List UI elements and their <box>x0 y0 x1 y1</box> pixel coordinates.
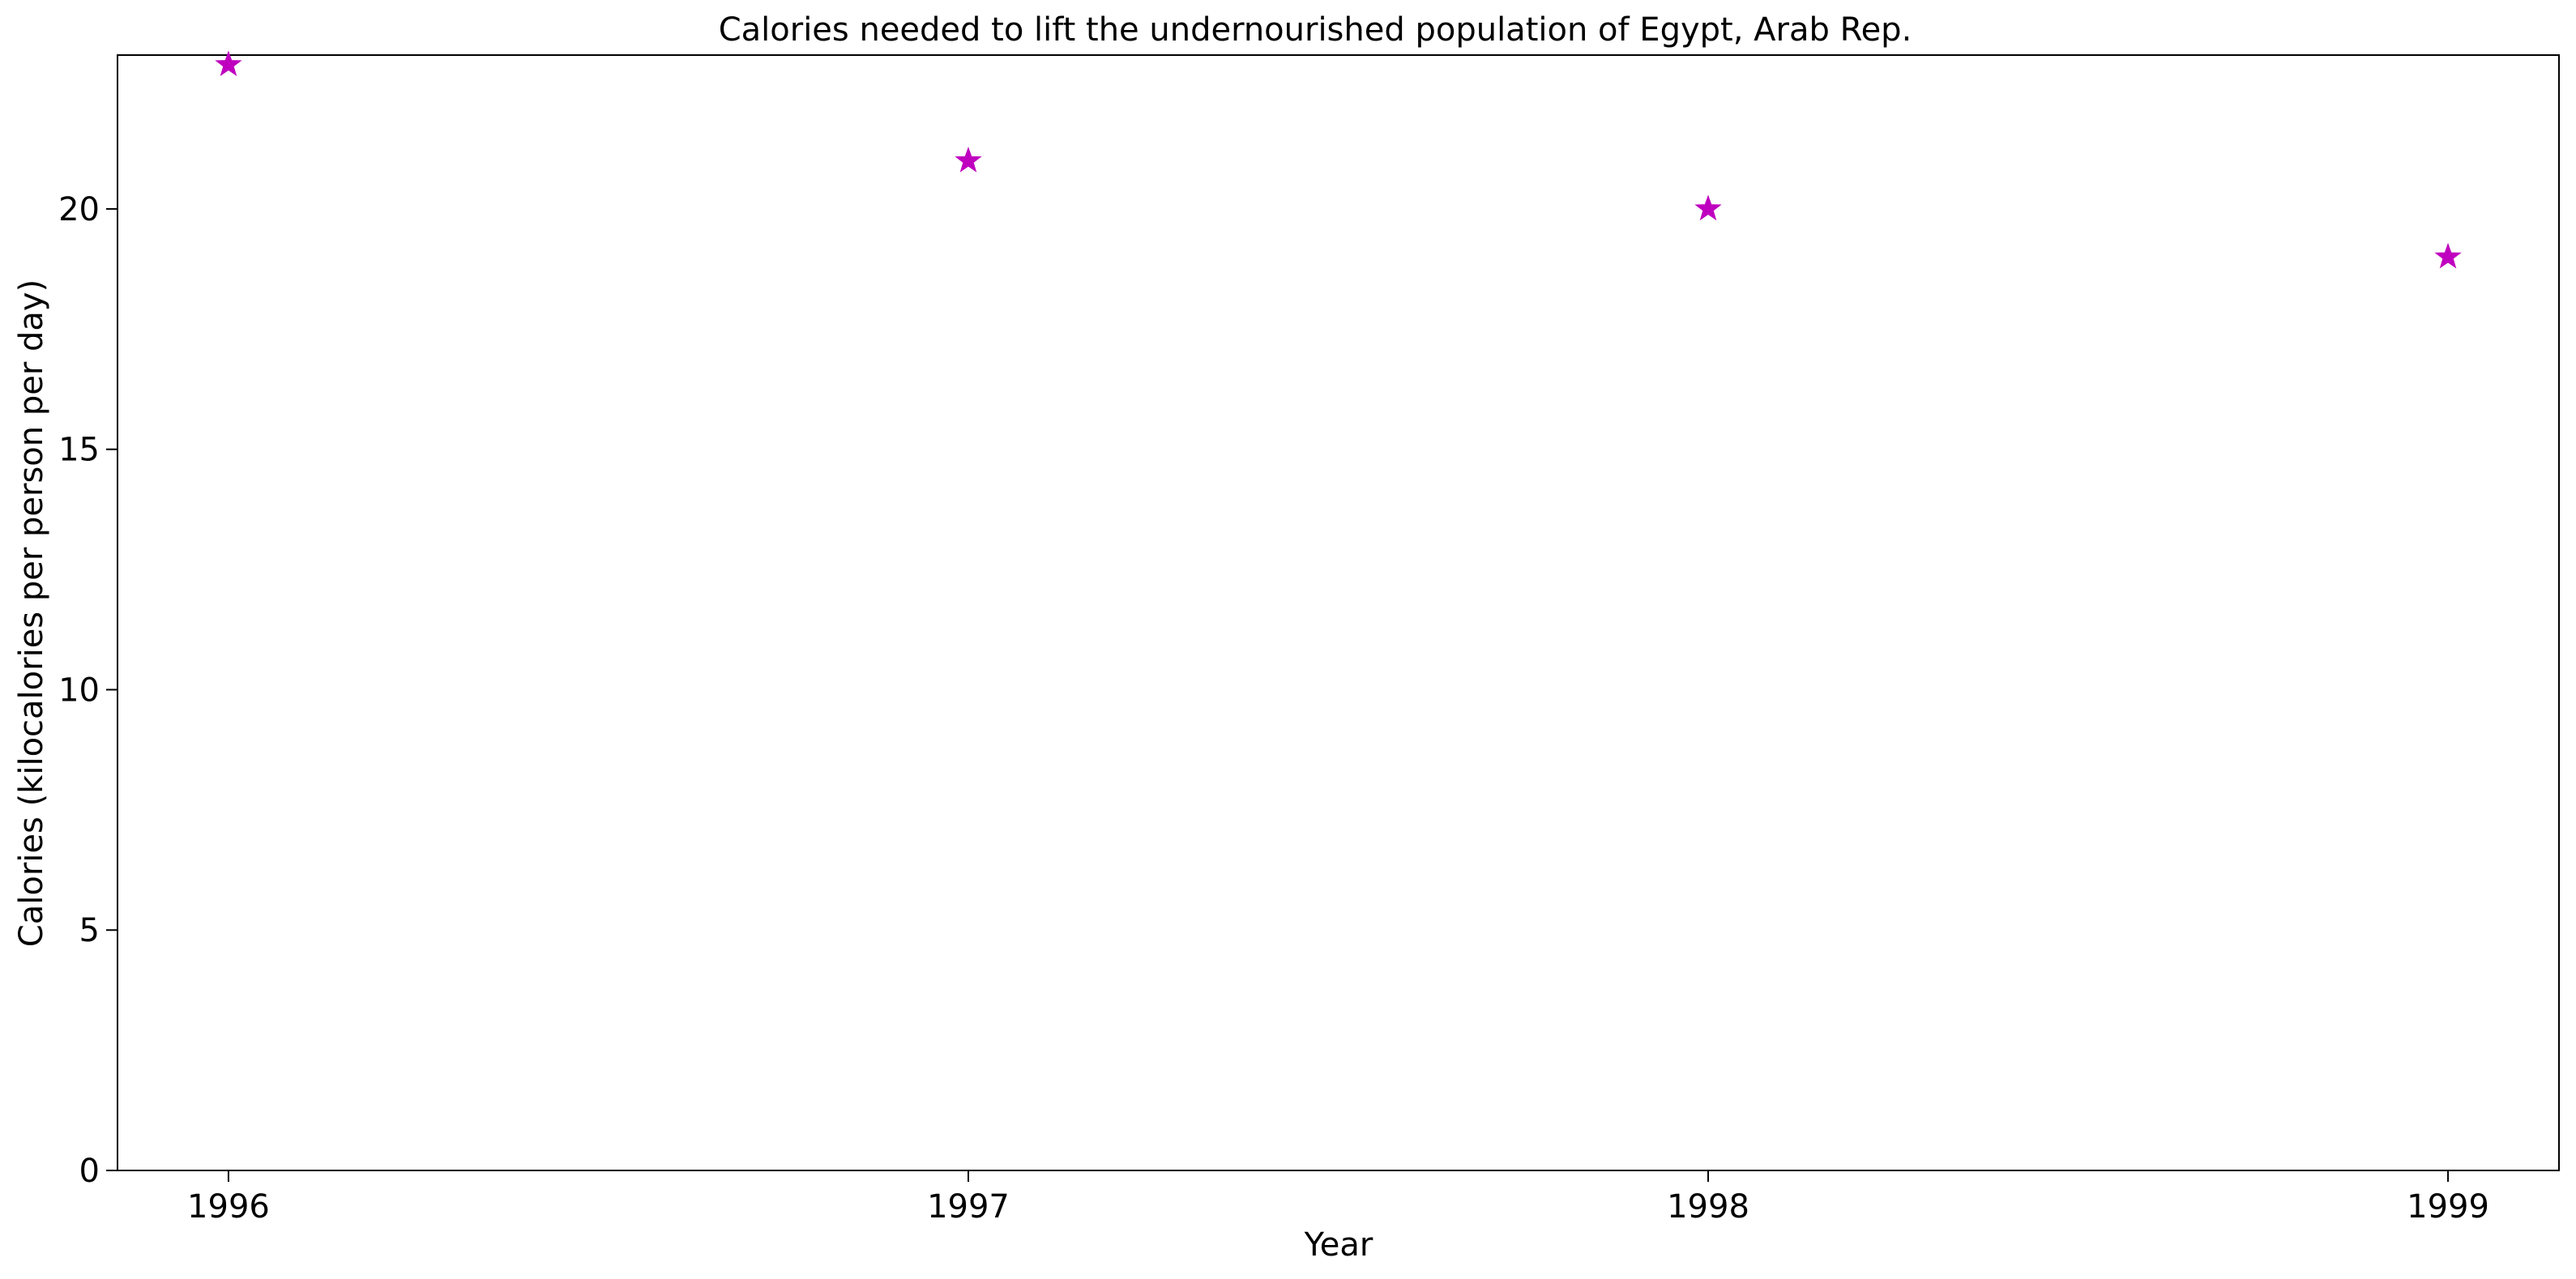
y-axis-label: Calories (kilocalories per person per da… <box>13 279 50 947</box>
y-tick-label: 15 <box>58 432 100 469</box>
data-point <box>2434 242 2462 269</box>
y-tick-label: 5 <box>79 912 100 949</box>
x-tick-label: 1999 <box>2407 1188 2489 1226</box>
data-point <box>1694 194 1722 221</box>
chart-title: Calories needed to lift the undernourish… <box>719 11 1912 49</box>
data-point <box>215 50 242 77</box>
data-point <box>955 147 982 173</box>
y-tick-label: 10 <box>58 671 100 709</box>
y-tick-label: 0 <box>79 1153 100 1190</box>
x-axis: 1996 1997 1998 1999 <box>187 1170 2489 1226</box>
x-axis-label: Year <box>1304 1226 1373 1264</box>
y-axis: 0 5 10 15 20 <box>58 191 117 1190</box>
x-tick-label: 1998 <box>1667 1188 1749 1226</box>
x-tick-label: 1997 <box>927 1188 1010 1226</box>
x-tick-label: 1996 <box>187 1188 270 1226</box>
y-tick-label: 20 <box>58 191 100 228</box>
plot-area <box>117 54 2560 1171</box>
data-points <box>215 50 2462 269</box>
